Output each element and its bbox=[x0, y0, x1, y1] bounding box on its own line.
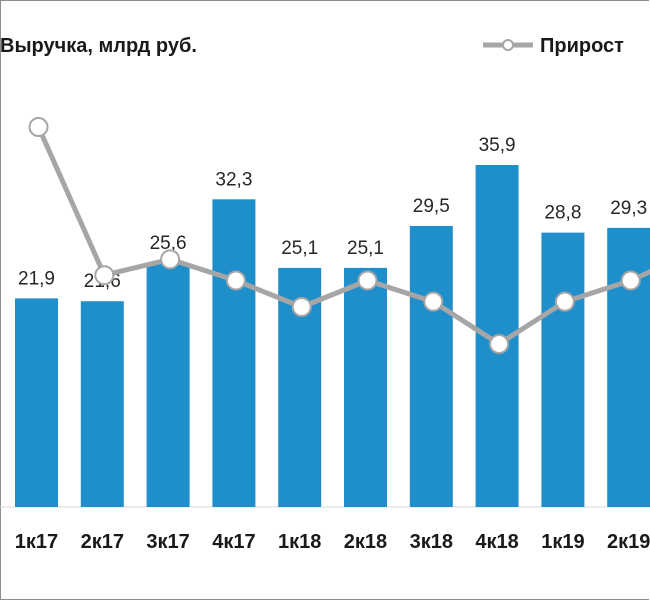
growth-point-2к17 bbox=[94, 265, 115, 286]
bar-value-labels: 21,921,625,632,325,125,129,535,928,829,3 bbox=[18, 135, 647, 292]
bar-label-1к19: 28,8 bbox=[544, 203, 581, 224]
legend: Выручка, млрд руб. Прирост bbox=[0, 35, 624, 57]
bar-1к17 bbox=[15, 298, 58, 507]
bar-label-4к18: 35,9 bbox=[479, 135, 516, 156]
tick-label-1к18: 1к18 bbox=[278, 531, 321, 553]
growth-point-4к18 bbox=[489, 334, 510, 354]
bar-4к17 bbox=[212, 199, 256, 507]
tick-label-2к17: 2к17 bbox=[81, 531, 124, 553]
bar-label-1к17: 21,9 bbox=[18, 268, 55, 289]
growth-point-1к17 bbox=[28, 117, 49, 137]
growth-point-3к18 bbox=[423, 291, 444, 312]
tick-label-3к17: 3к17 bbox=[146, 531, 189, 553]
legend-label-growth: Прирост bbox=[540, 35, 624, 57]
tick-label-2к18: 2к18 bbox=[344, 531, 387, 553]
growth-point-1к18 bbox=[291, 296, 312, 317]
x-axis-ticks: 1к17 2к17 3к17 4к17 1к18 2к18 3к18 4к18 1к19 2к19 bbox=[15, 531, 650, 553]
growth-point-1к19 bbox=[554, 291, 575, 312]
legend-line-marker bbox=[502, 39, 514, 51]
tick-label-3к18: 3к18 bbox=[410, 531, 453, 553]
growth-point-2к19 bbox=[620, 270, 641, 291]
bar-label-3к18: 29,5 bbox=[413, 196, 450, 217]
growth-point-4к17 bbox=[225, 270, 246, 291]
bar-3к17 bbox=[146, 263, 190, 507]
tick-label-1к17: 1к17 bbox=[15, 531, 58, 553]
tick-label-4к18: 4к18 bbox=[475, 531, 518, 553]
growth-point-3к17 bbox=[160, 249, 181, 270]
bar-label-2к19: 29,3 bbox=[610, 198, 647, 219]
tick-label-4к17: 4к17 bbox=[212, 531, 255, 553]
growth-point-2к18 bbox=[357, 270, 378, 291]
bar-3к18 bbox=[409, 225, 453, 507]
bar-label-4к17: 32,3 bbox=[215, 169, 252, 190]
bar-label-2к18: 25,1 bbox=[347, 238, 384, 259]
bar-1к19 bbox=[541, 232, 585, 507]
bar-2к18 bbox=[344, 267, 387, 507]
bar-label-3к17: 25,6 bbox=[150, 233, 187, 254]
tick-label-1к19: 1к19 bbox=[541, 531, 584, 553]
bar-2к19 bbox=[607, 227, 650, 508]
tick-label-2к19: 2к19 bbox=[607, 531, 650, 553]
legend-label-revenue: Выручка, млрд руб. bbox=[0, 35, 197, 57]
bar-label-1к18: 25,1 bbox=[281, 238, 318, 259]
growth-line-series bbox=[28, 117, 650, 354]
bar-2к17 bbox=[80, 301, 124, 507]
